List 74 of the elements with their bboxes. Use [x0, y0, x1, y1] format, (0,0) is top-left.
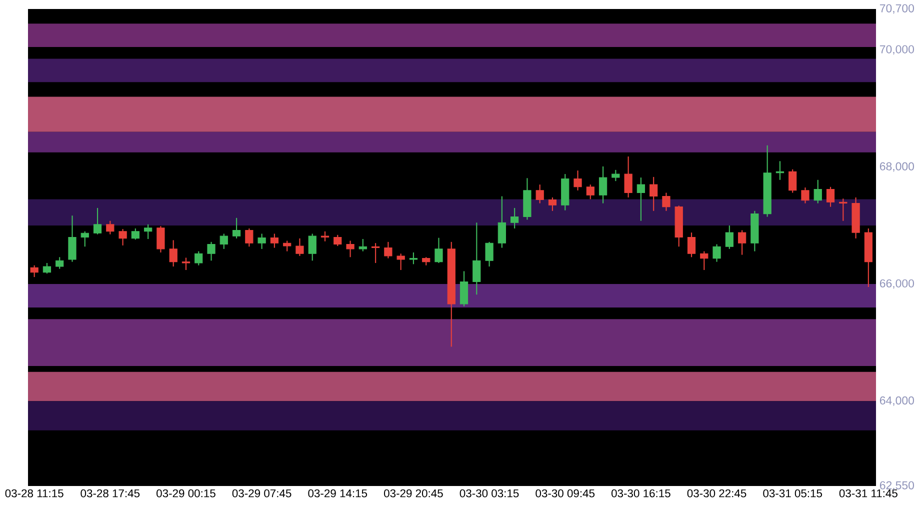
candlestick — [472, 222, 481, 296]
candlestick — [182, 257, 190, 271]
candlestick — [687, 232, 696, 258]
candlestick — [131, 228, 140, 240]
x-tick-label: 03-29 20:45 — [384, 489, 443, 498]
x-tick-label: 03-28 17:45 — [80, 489, 140, 498]
x-tick-label: 03-30 16:15 — [611, 489, 670, 498]
candlestick — [574, 170, 582, 191]
y-tick-label: 70,700 — [880, 4, 914, 14]
y-tick-label: 66,000 — [880, 279, 914, 289]
candlestick — [384, 241, 392, 259]
candlestick — [485, 241, 494, 268]
y-tick-label: 64,000 — [880, 396, 914, 406]
candlestick — [296, 238, 304, 256]
candlestick — [409, 252, 418, 265]
candlestick — [194, 250, 203, 266]
candlestick — [612, 169, 620, 182]
candlestick — [308, 233, 316, 262]
x-tick-label: 03-31 05:15 — [763, 489, 822, 498]
candlestick — [662, 192, 670, 212]
y-tick-label: 68,000 — [880, 162, 914, 172]
candlestick — [68, 215, 76, 262]
candlestick — [118, 228, 127, 246]
candlestick — [650, 176, 658, 212]
candlestick — [220, 233, 228, 250]
candlestick — [270, 233, 279, 248]
candlestick — [396, 253, 405, 271]
x-tick-label: 03-30 09:45 — [536, 489, 595, 498]
x-tick-label: 03-29 00:15 — [156, 489, 216, 498]
candlestick — [498, 196, 506, 248]
candlestick — [839, 198, 848, 222]
candlestick — [434, 237, 443, 264]
x-tick-label: 03-29 14:15 — [308, 489, 368, 498]
candlestick — [283, 240, 292, 252]
candlestick — [814, 179, 822, 204]
candlestick — [460, 270, 468, 307]
x-tick-label: 03-30 03:15 — [460, 489, 519, 498]
candlestick — [738, 230, 746, 256]
x-tick-label: 03-28 11:15 — [5, 489, 64, 498]
candlestick — [106, 220, 114, 235]
candlestick — [636, 177, 646, 222]
candlestick — [548, 196, 557, 212]
candlestick — [624, 156, 632, 198]
candlestick — [245, 228, 254, 248]
x-tick-label: 03-30 22:45 — [687, 489, 746, 498]
candlestick — [42, 262, 52, 274]
candlestick — [144, 224, 152, 240]
candlestick — [358, 238, 367, 252]
candlestick — [30, 264, 38, 278]
candlestick — [712, 244, 721, 262]
y-tick-label: 70,000 — [880, 45, 914, 55]
candlestick — [801, 186, 810, 204]
x-tick-label: 03-29 07:45 — [232, 489, 292, 498]
y-tick-label: 62,550 — [880, 481, 914, 491]
candlestick — [700, 250, 708, 271]
candlestick — [169, 240, 178, 268]
candlestick — [320, 230, 330, 242]
candlestick — [725, 225, 734, 250]
candlestick — [56, 256, 64, 270]
candlestick — [586, 184, 594, 200]
candlestick — [80, 230, 89, 248]
candlestick — [510, 207, 519, 229]
candlestick — [346, 240, 354, 258]
candlestick — [258, 233, 266, 250]
candlestick — [207, 241, 216, 262]
candlestick — [334, 234, 342, 247]
candlestick — [826, 186, 835, 208]
candlestick — [93, 207, 102, 235]
candlestick — [536, 184, 544, 204]
candlestick — [232, 217, 241, 239]
x-tick-label: 03-31 11:45 — [839, 489, 898, 498]
candlestick — [156, 226, 165, 253]
candlestick — [598, 166, 608, 204]
candlestick — [788, 168, 797, 194]
